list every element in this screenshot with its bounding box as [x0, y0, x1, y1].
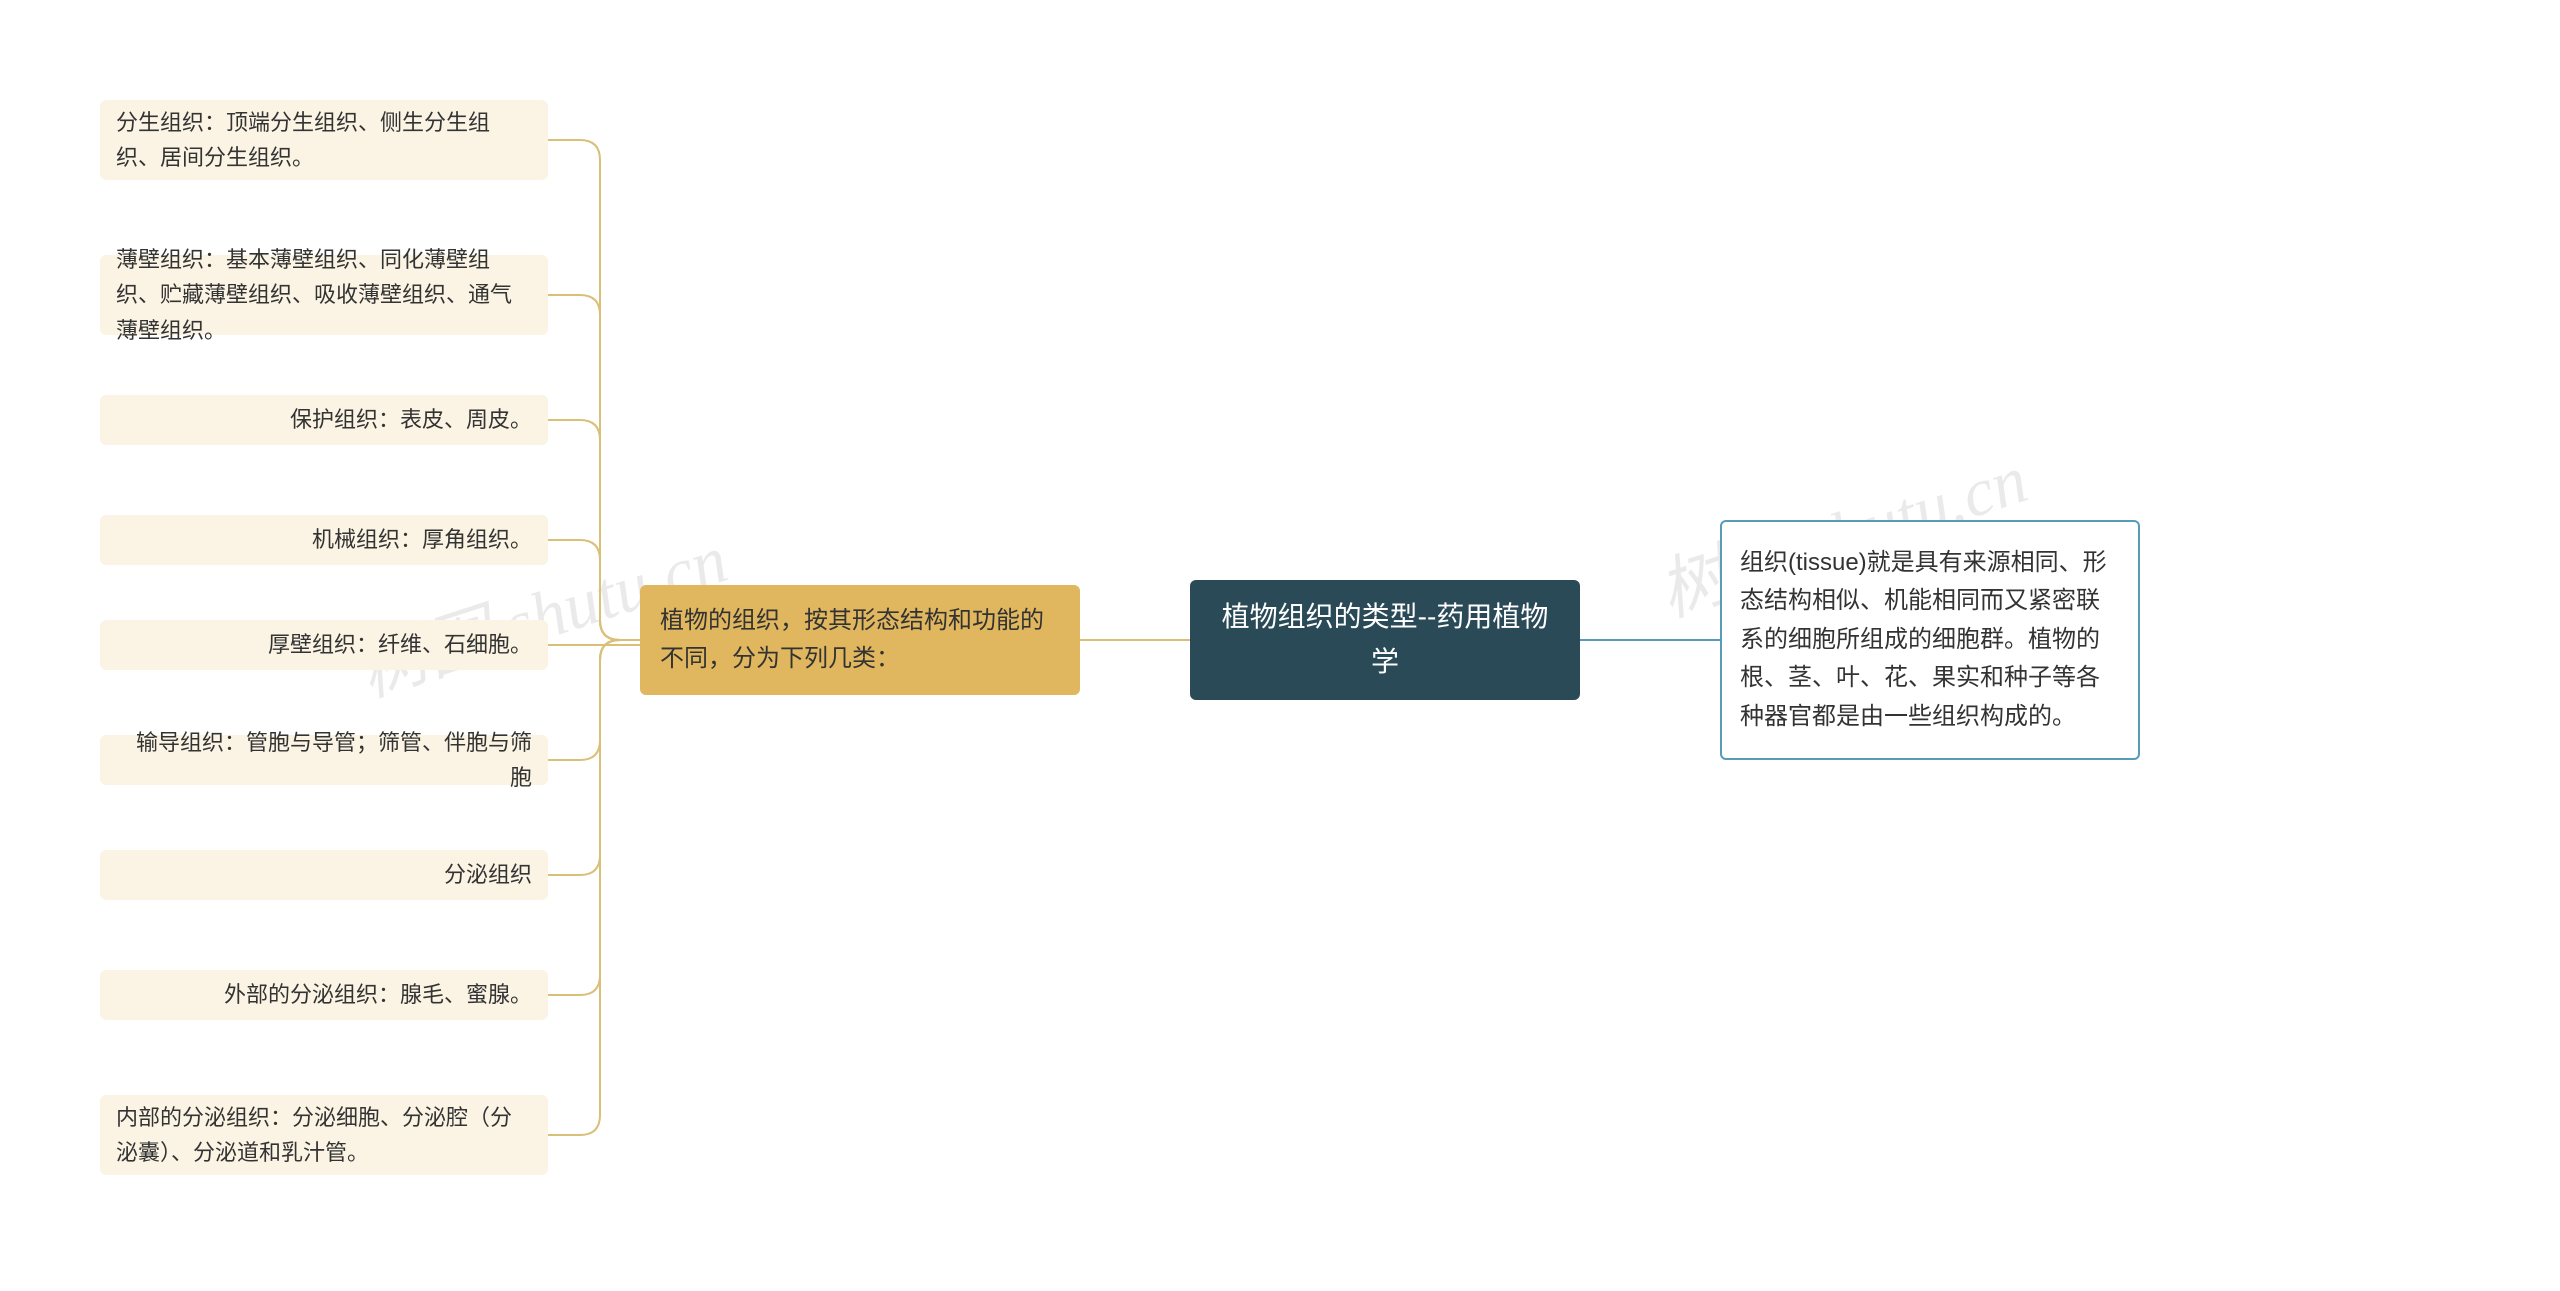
leaf-3-label: 保护组织：表皮、周皮。 [290, 402, 532, 437]
leaf-9-label: 内部的分泌组织：分泌细胞、分泌腔（分泌囊）、分泌道和乳汁管。 [116, 1100, 532, 1170]
right-child-label: 组织(tissue)就是具有来源相同、形态结构相似、机能相同而又紧密联系的细胞所… [1740, 544, 2120, 736]
left-parent-node[interactable]: 植物的组织，按其形态结构和功能的不同，分为下列几类： [640, 585, 1080, 695]
root-label: 植物组织的类型--药用植物学 [1210, 595, 1560, 685]
right-child-node[interactable]: 组织(tissue)就是具有来源相同、形态结构相似、机能相同而又紧密联系的细胞所… [1720, 520, 2140, 760]
leaf-6-label: 输导组织：管胞与导管；筛管、伴胞与筛胞 [116, 725, 532, 795]
leaf-5[interactable]: 厚壁组织：纤维、石细胞。 [100, 620, 548, 670]
leaf-3[interactable]: 保护组织：表皮、周皮。 [100, 395, 548, 445]
leaf-9[interactable]: 内部的分泌组织：分泌细胞、分泌腔（分泌囊）、分泌道和乳汁管。 [100, 1095, 548, 1175]
root-node[interactable]: 植物组织的类型--药用植物学 [1190, 580, 1580, 700]
leaf-8[interactable]: 外部的分泌组织：腺毛、蜜腺。 [100, 970, 548, 1020]
leaf-6[interactable]: 输导组织：管胞与导管；筛管、伴胞与筛胞 [100, 735, 548, 785]
leaf-8-label: 外部的分泌组织：腺毛、蜜腺。 [224, 977, 532, 1012]
leaf-1-label: 分生组织：顶端分生组织、侧生分生组织、居间分生组织。 [116, 105, 532, 175]
leaf-4[interactable]: 机械组织：厚角组织。 [100, 515, 548, 565]
leaf-7-label: 分泌组织 [444, 857, 532, 892]
leaf-5-label: 厚壁组织：纤维、石细胞。 [268, 627, 532, 662]
left-parent-label: 植物的组织，按其形态结构和功能的不同，分为下列几类： [660, 602, 1060, 679]
leaf-2-label: 薄壁组织：基本薄壁组织、同化薄壁组织、贮藏薄壁组织、吸收薄壁组织、通气薄壁组织。 [116, 242, 532, 348]
leaf-4-label: 机械组织：厚角组织。 [312, 522, 532, 557]
leaf-2[interactable]: 薄壁组织：基本薄壁组织、同化薄壁组织、贮藏薄壁组织、吸收薄壁组织、通气薄壁组织。 [100, 255, 548, 335]
mindmap-canvas: { "colors": { "root_bg": "#2a4a57", "roo… [0, 0, 2560, 1291]
leaf-7[interactable]: 分泌组织 [100, 850, 548, 900]
leaf-1[interactable]: 分生组织：顶端分生组织、侧生分生组织、居间分生组织。 [100, 100, 548, 180]
